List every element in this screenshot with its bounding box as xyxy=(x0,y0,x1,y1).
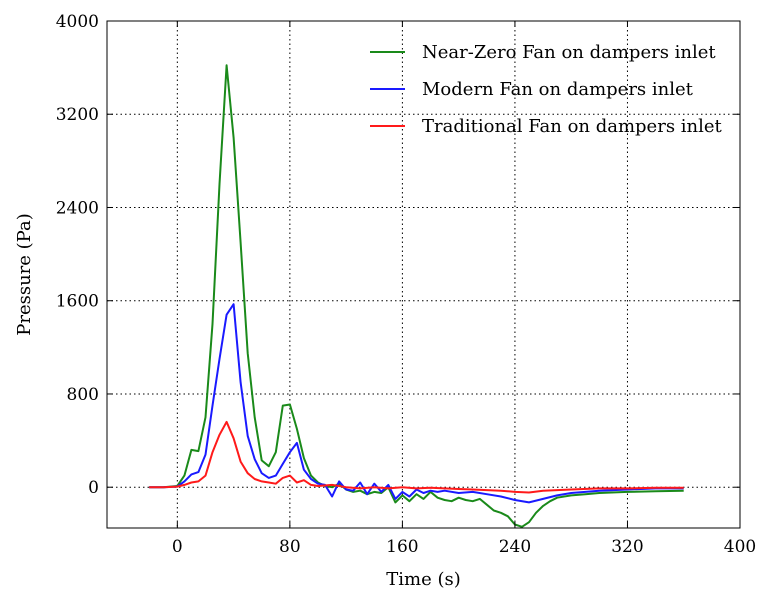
legend-label-3: Traditional Fan on dampers inlet xyxy=(422,116,723,137)
x-tick-label: 320 xyxy=(611,537,643,557)
x-tick-label: 160 xyxy=(386,537,418,557)
axis-ticks xyxy=(107,20,741,528)
y-tick-label: 2400 xyxy=(56,198,99,218)
x-tick-label: 80 xyxy=(279,537,301,557)
y-tick-label: 1600 xyxy=(56,292,99,312)
legend: Near-Zero Fan on dampers inlet Modern Fan… xyxy=(370,42,723,137)
series-line-3 xyxy=(149,420,684,494)
y-tick-label: 3200 xyxy=(56,105,99,125)
grid-lines xyxy=(107,21,740,528)
legend-label-1: Near-Zero Fan on dampers inlet xyxy=(422,42,716,63)
series-line-1 xyxy=(149,64,684,528)
x-tick-label: 240 xyxy=(499,537,531,557)
y-tick-label: 4000 xyxy=(56,12,99,32)
legend-label-2: Modern Fan on dampers inlet xyxy=(422,79,694,100)
plot-frame xyxy=(106,20,741,529)
y-axis-title: Pressure (Pa) xyxy=(14,213,35,336)
x-tick-label: 400 xyxy=(724,537,756,557)
series-line-2 xyxy=(149,303,684,504)
x-axis-title: Time (s) xyxy=(386,569,461,590)
x-tick-label: 0 xyxy=(172,537,183,557)
y-tick-label: 0 xyxy=(88,478,99,498)
series-lines xyxy=(149,64,684,528)
y-tick-label: 800 xyxy=(67,385,99,405)
